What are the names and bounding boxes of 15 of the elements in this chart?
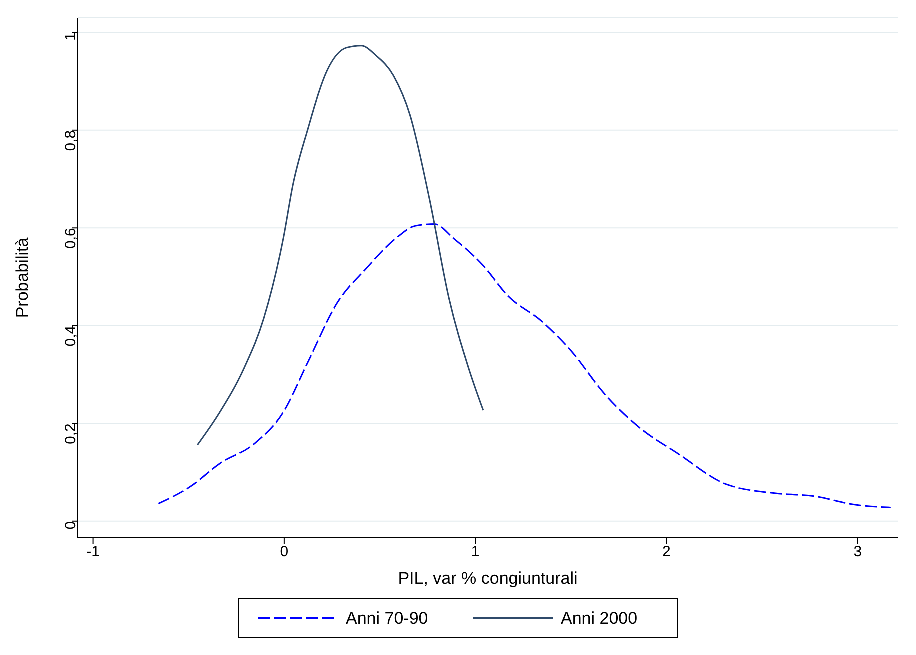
y-tick-label: 0,6 [62,228,80,250]
x-axis-title: PIL, var % congiunturali [398,569,578,588]
x-tick-label: 2 [662,544,671,561]
legend-label: Anni 70-90 [346,609,428,628]
y-tick-label: 0,2 [62,424,80,444]
legend-label: Anni 2000 [561,609,638,628]
y-tick-label: 0,4 [62,326,80,347]
x-tick-label: 3 [854,544,862,561]
y-tick-label: 0 [62,521,80,530]
x-tick-label: -1 [86,544,100,561]
y-tick-label: 1 [62,32,80,42]
y-tick-label: 0,8 [62,130,80,152]
y-axis-title: Probabilità [13,237,32,318]
x-tick-label: 0 [280,544,289,561]
x-tick-label: 1 [471,544,480,561]
